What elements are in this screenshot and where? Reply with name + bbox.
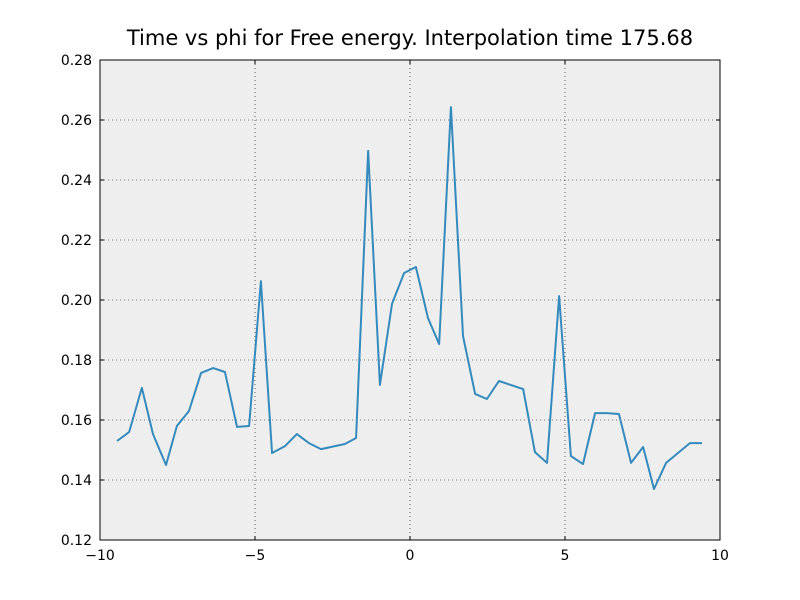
x-tick-label: −5 [245, 548, 266, 564]
x-tick-label: 10 [711, 548, 729, 564]
y-tick-label: 0.18 [61, 353, 92, 369]
chart-title: Time vs phi for Free energy. Interpolati… [126, 26, 693, 50]
y-tick-label: 0.26 [61, 113, 92, 129]
y-tick-label: 0.14 [61, 473, 92, 489]
y-tick-label: 0.16 [61, 413, 92, 429]
y-tick-label: 0.20 [61, 293, 92, 309]
x-tick-label: 5 [561, 548, 570, 564]
y-tick-label: 0.24 [61, 173, 92, 189]
x-tick-label: 0 [406, 548, 415, 564]
y-tick-label: 0.12 [61, 533, 92, 549]
plot-frame [99, 59, 721, 541]
y-tick-label: 0.28 [61, 53, 92, 69]
x-tick-label: −10 [85, 548, 115, 564]
data-line [116, 106, 703, 490]
y-tick-label: 0.22 [61, 233, 92, 249]
